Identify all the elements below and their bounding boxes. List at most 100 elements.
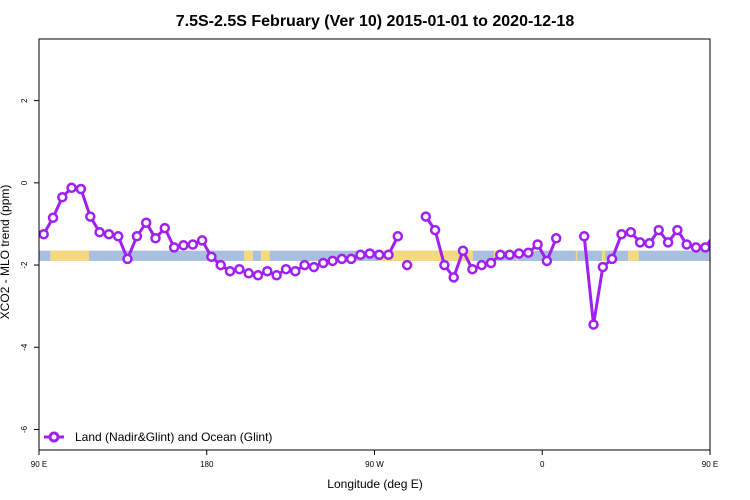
data-point xyxy=(467,263,478,275)
data-point xyxy=(373,249,385,261)
y-tick-label: 0 xyxy=(20,180,29,185)
data-point xyxy=(224,265,236,277)
data-point xyxy=(439,259,450,271)
data-point xyxy=(66,182,77,194)
data-point xyxy=(485,257,497,269)
data-point xyxy=(625,226,637,238)
data-point xyxy=(420,211,432,222)
data-point xyxy=(150,233,161,244)
y-tick-label: -2 xyxy=(20,261,29,269)
land-band-segment xyxy=(50,250,89,261)
land-band-segment xyxy=(244,250,253,261)
legend: Land (Nadir&Glint) and Ocean (Glint) xyxy=(44,430,272,444)
data-point xyxy=(206,251,217,263)
data-point xyxy=(39,228,49,240)
x-axis-label: Longitude (deg E) xyxy=(327,477,422,491)
data-point xyxy=(336,253,348,265)
series-layer xyxy=(39,182,747,330)
data-point xyxy=(308,261,320,273)
data-point xyxy=(662,237,674,248)
data-point xyxy=(122,253,133,265)
land-band-segment xyxy=(627,250,639,261)
land-band-segment xyxy=(378,250,473,261)
data-point xyxy=(345,253,357,265)
x-tick-label: 90 E xyxy=(31,460,47,469)
data-point xyxy=(392,231,404,242)
axis-layer: 90 E 180 90 W 0 90 E 2 0 -2 -4 -6 xyxy=(20,98,718,469)
data-point xyxy=(271,270,282,281)
data-point xyxy=(532,239,543,250)
data-point xyxy=(168,242,180,253)
data-point xyxy=(578,231,590,242)
data-point xyxy=(634,237,646,248)
legend-marker xyxy=(48,431,60,443)
data-point xyxy=(85,211,96,222)
data-point xyxy=(700,242,710,253)
data-point xyxy=(523,247,534,258)
x-tick-label: 90 E xyxy=(702,460,718,469)
data-point xyxy=(103,228,115,240)
data-point xyxy=(681,239,692,250)
data-point xyxy=(513,248,525,259)
data-point xyxy=(280,263,292,275)
legend-label: Land (Nadir&Glint) and Ocean (Glint) xyxy=(75,430,272,444)
data-point xyxy=(75,183,87,195)
data-point xyxy=(504,249,515,261)
data-point xyxy=(644,238,655,249)
data-point xyxy=(597,261,609,273)
x-tick-label: 90 W xyxy=(365,460,384,469)
land-band-segment xyxy=(601,250,606,261)
data-point xyxy=(262,265,273,277)
data-point xyxy=(243,268,254,279)
data-point xyxy=(355,249,366,261)
chart-title: 7.5S-2.5S February (Ver 10) 2015-01-01 t… xyxy=(176,13,575,30)
data-point xyxy=(720,214,728,222)
land-band-segment xyxy=(260,250,270,261)
data-point xyxy=(541,255,553,267)
data-point xyxy=(112,231,124,242)
data-point xyxy=(690,242,702,253)
data-point xyxy=(327,255,338,267)
y-tick-label: 2 xyxy=(20,98,29,103)
data-point xyxy=(252,270,264,281)
data-point xyxy=(709,231,710,237)
data-point xyxy=(47,212,59,224)
data-point xyxy=(588,319,599,330)
data-point xyxy=(299,259,310,271)
data-point xyxy=(196,235,208,246)
data-point xyxy=(739,184,747,192)
data-point xyxy=(57,191,68,203)
data-point xyxy=(364,248,376,259)
data-point xyxy=(317,257,329,269)
x-tick-label: 0 xyxy=(540,460,545,469)
data-point xyxy=(94,226,105,238)
data-point xyxy=(550,233,562,244)
data-point xyxy=(140,217,152,228)
data-point xyxy=(457,245,469,256)
data-point xyxy=(159,222,171,234)
data-point xyxy=(672,224,683,236)
y-tick-label: -4 xyxy=(20,343,29,351)
data-point xyxy=(653,224,664,236)
data-point xyxy=(606,253,618,265)
plot-frame xyxy=(38,38,711,451)
land-band-segment xyxy=(710,251,749,261)
data-point xyxy=(383,249,394,261)
data-point xyxy=(476,259,487,271)
data-point xyxy=(401,259,413,271)
data-point xyxy=(234,263,245,275)
band-layer xyxy=(39,250,749,261)
data-point xyxy=(187,239,199,250)
data-point xyxy=(448,272,459,283)
land-band-segment xyxy=(575,250,578,261)
data-point xyxy=(616,228,627,240)
x-tick-label: 180 xyxy=(200,460,214,469)
data-point xyxy=(215,259,226,271)
y-tick-label: -6 xyxy=(20,425,29,433)
data-point xyxy=(290,265,301,277)
data-point xyxy=(131,231,143,242)
data-point xyxy=(495,249,506,261)
data-point xyxy=(729,193,737,201)
y-axis-label: XCO2 - MLO trend (ppm) xyxy=(0,185,12,320)
